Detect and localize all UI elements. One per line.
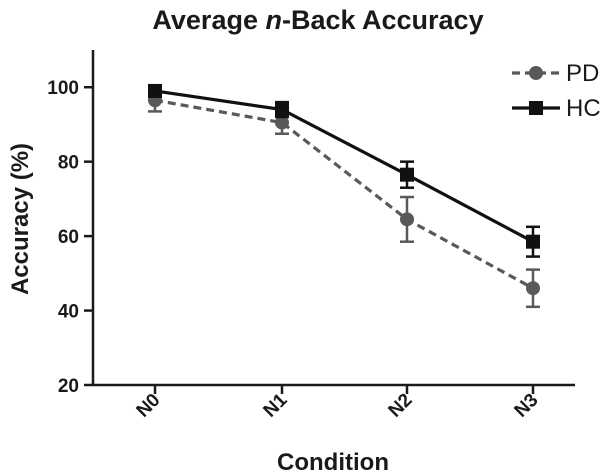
y-tick-label: 40 bbox=[58, 302, 79, 323]
legend-pd-marker bbox=[529, 66, 543, 80]
chart-title-italic: n bbox=[265, 5, 282, 35]
chart-title-suffix: -Back Accuracy bbox=[282, 5, 484, 35]
y-axis-label: Accuracy (%) bbox=[7, 143, 34, 295]
hc-series-line bbox=[154, 89, 534, 244]
x-tick-label: N1 bbox=[260, 389, 292, 421]
y-tick-label: 100 bbox=[47, 78, 79, 99]
hc-data-point bbox=[526, 234, 540, 249]
chart-title-prefix: Average bbox=[152, 5, 265, 35]
pd-series-line bbox=[154, 98, 534, 290]
y-tick-label: 80 bbox=[58, 153, 79, 174]
legend-hc-label: HC bbox=[566, 95, 601, 122]
legend-hc-marker bbox=[529, 101, 543, 115]
hc-data-point bbox=[148, 83, 162, 98]
plot-area: 20 40 60 80 100 N0 N1 N2 N3 PD HC bbox=[47, 50, 601, 422]
x-tick-label: N3 bbox=[511, 390, 543, 422]
hc-data-point bbox=[400, 167, 414, 182]
x-tick-label: N0 bbox=[133, 390, 165, 422]
x-axis-label: Condition bbox=[277, 449, 389, 475]
y-tick-label: 20 bbox=[58, 376, 79, 397]
pd-data-point bbox=[526, 281, 540, 296]
pd-data-point bbox=[400, 212, 414, 227]
hc-data-point bbox=[275, 102, 289, 117]
pd-data-point bbox=[275, 115, 289, 130]
chart-title: Average n-Back Accuracy bbox=[152, 5, 483, 35]
x-tick-label: N2 bbox=[385, 390, 417, 422]
y-tick-label: 60 bbox=[58, 227, 79, 248]
legend-pd-label: PD bbox=[566, 60, 599, 87]
